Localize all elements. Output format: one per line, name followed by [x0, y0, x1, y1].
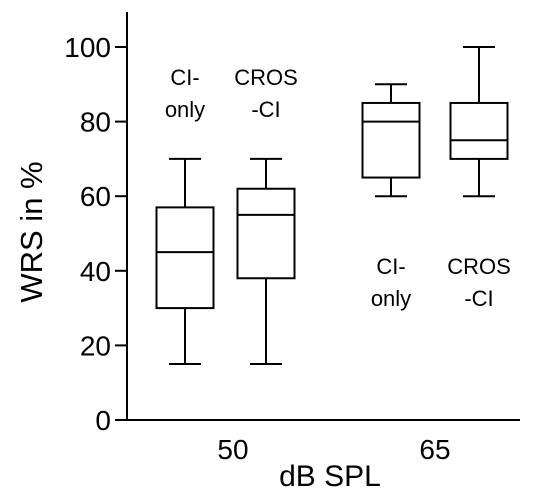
box-iqr	[361, 101, 421, 179]
series-name-label: CROS	[234, 65, 298, 90]
labels-layer: 50 CI-only CROS -CI 65 CI-only CROS -CI	[165, 65, 511, 465]
series-name-label: -CI	[251, 97, 280, 122]
x-group-label: 65	[419, 434, 450, 465]
box-65-cionly	[361, 83, 421, 198]
y-tick-label: 80	[80, 107, 111, 138]
series-name-label: only	[165, 97, 205, 122]
box-iqr	[449, 101, 509, 160]
box-50-crosci	[236, 157, 296, 366]
series-name-label: only	[371, 286, 411, 311]
axes-layer: 0 20 40 60 80 100 WRS in % dB SPL	[14, 12, 520, 493]
y-tick-label: 40	[80, 256, 111, 287]
box-50-cionly	[155, 157, 215, 366]
y-tick-label: 100	[64, 32, 111, 63]
y-tick-label: 20	[80, 330, 111, 361]
y-tick-label: 0	[95, 405, 111, 436]
box-iqr	[236, 187, 296, 280]
series-name-label: -CI	[464, 286, 493, 311]
y-tick-label: 60	[80, 181, 111, 212]
series-name-label: CI-	[376, 254, 405, 279]
boxes-layer	[155, 46, 509, 366]
box-65-crosci	[449, 46, 509, 198]
series-name-label: CI-	[170, 65, 199, 90]
series-name-label: CROS	[447, 254, 511, 279]
x-axis-label: dB SPL	[279, 460, 381, 493]
box-iqr	[155, 206, 215, 310]
y-axis-label: WRS in %	[14, 161, 49, 302]
x-group-label: 50	[217, 434, 248, 465]
